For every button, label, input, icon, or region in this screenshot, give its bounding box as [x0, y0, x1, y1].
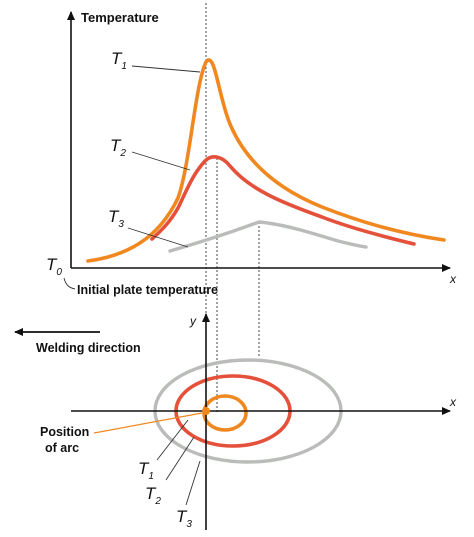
bottom-x-axis-label: x	[449, 395, 457, 409]
initial-plate-temperature-caption: Initial plate temperature	[77, 283, 218, 297]
arc-position-label: Position of arc	[40, 425, 93, 455]
arc-position-dot	[202, 407, 210, 415]
t2-temperature-curve	[150, 155, 416, 246]
t3-curve-label: T3	[108, 207, 189, 248]
svg-text:T1: T1	[111, 49, 127, 72]
y-axis-label-temperature: Temperature	[81, 10, 159, 25]
t2-isotherm-leader	[165, 436, 195, 481]
svg-text:T2: T2	[110, 136, 126, 159]
svg-text:T3: T3	[108, 207, 124, 230]
svg-text:T0: T0	[46, 255, 62, 278]
bottom-y-axis-label: y	[189, 314, 197, 328]
t1-isotherm-label: T1	[138, 459, 154, 482]
t2-isotherm-label: T2	[145, 484, 161, 507]
t1-isotherm-ellipse	[202, 394, 248, 432]
top-x-axis-label: x	[449, 272, 457, 286]
bottom-isotherm-diagram: Welding direction y x Position of arc T1…	[14, 313, 457, 530]
t1-isotherm-leader	[156, 419, 189, 461]
t3-isotherm-label: T3	[176, 507, 192, 530]
t1-curve-label: T1	[111, 49, 201, 73]
t2-curve-label: T2	[110, 136, 191, 171]
t3-isotherm-leader	[185, 460, 201, 506]
welding-direction-label: Welding direction	[36, 341, 141, 355]
t1-temperature-curve	[86, 58, 446, 263]
t0-baseline-label: T0	[46, 255, 76, 290]
top-temperature-chart: Temperature x T1 T2 T3 T0 Initial plate …	[46, 3, 457, 412]
arc-pointer-line	[93, 412, 203, 434]
t3-temperature-curve	[168, 220, 368, 253]
